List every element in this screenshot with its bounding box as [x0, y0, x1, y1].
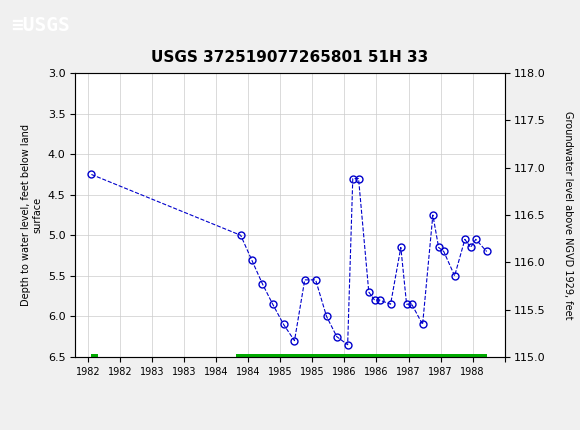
Y-axis label: Depth to water level, feet below land
surface: Depth to water level, feet below land su…: [21, 124, 42, 306]
Bar: [235, 354, 487, 360]
Bar: [92, 354, 98, 360]
Y-axis label: Groundwater level above NGVD 1929, feet: Groundwater level above NGVD 1929, feet: [563, 111, 572, 319]
Text: ≡USGS: ≡USGS: [12, 16, 70, 35]
Text: USGS 372519077265801 51H 33: USGS 372519077265801 51H 33: [151, 49, 429, 64]
